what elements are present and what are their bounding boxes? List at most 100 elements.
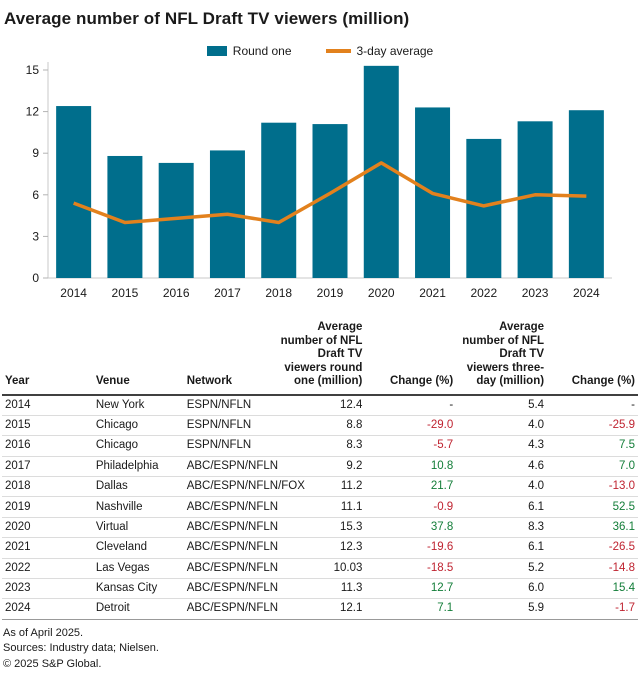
table-cell: -5.7 (365, 435, 457, 457)
bar-2024 (568, 110, 604, 278)
viewers-table: Year Venue Network Average number of NFL Dr… (2, 319, 638, 620)
table-row: 2014 New York ESPN/NFLN 12.4-5.4- (2, 394, 638, 416)
table-cell: Philadelphia (92, 456, 184, 478)
y-tick-label: 15 (26, 63, 40, 77)
x-tick-label: 2020 (368, 286, 395, 300)
table-cell: ABC/ESPN/NFLN (183, 578, 278, 600)
table-cell: 2020 (2, 517, 93, 539)
y-tick-label: 12 (26, 105, 40, 119)
table-cell: 2015 (2, 415, 93, 437)
table-cell: -1.7 (547, 598, 638, 620)
y-tick-label: 3 (32, 229, 39, 243)
table-cell: 2018 (2, 476, 93, 498)
footnote-sources: Sources: Industry data; Nielsen. (3, 642, 159, 655)
three-day-line-swatch-icon (325, 49, 351, 53)
table-cell: -26.5 (547, 537, 638, 559)
legend-label-three-day: 3-day average (356, 44, 434, 58)
table-cell: 8.3 (274, 435, 366, 457)
bar-2018 (261, 122, 297, 278)
table-row: 2023 Kansas City ABC/ESPN/NFLN 11.3 12.7 6.0 1… (2, 578, 638, 600)
table-cell: 15.4 (547, 578, 638, 600)
table-cell: -18.5 (365, 558, 457, 579)
table-cell: ESPN/NFLN (183, 415, 275, 437)
table-cell: Nashville (92, 496, 184, 518)
table-cell: -19.6 (365, 537, 457, 559)
bar-2022 (466, 138, 502, 278)
table-cell: Dallas (92, 476, 184, 498)
table-cell: 2019 (2, 496, 93, 518)
table-cell: -13.0 (547, 476, 638, 498)
column-header: Average number of NFL Draft TV viewers r… (274, 319, 366, 396)
table-cell: 2017 (2, 456, 93, 478)
legend-item-round-one: Round one (206, 44, 292, 58)
table-cell: 52.5 (547, 496, 638, 518)
column-header: Change (%) (365, 319, 457, 396)
bar-2020 (363, 65, 399, 278)
x-tick-label: 2024 (573, 286, 600, 300)
table-cell: ABC/ESPN/NFLN (183, 517, 278, 539)
table-body: 2014 New York ESPN/NFLN 12.4-5.4-2015 Chicag… (2, 394, 638, 620)
table-cell: ABC/ESPN/NFLN (183, 598, 278, 620)
table-cell: 4.0 (456, 415, 548, 437)
table-cell: ABC/ESPN/NFLN (183, 558, 278, 579)
table-cell: 2024 (2, 598, 93, 620)
table-cell: ABC/ESPN/NFLN/FOX (183, 476, 305, 498)
table-cell: 6.1 (456, 537, 548, 559)
table-cell: 2021 (2, 537, 93, 559)
footnote-copyright: © 2025 S&P Global. (3, 657, 102, 670)
table-cell: 12.7 (365, 578, 457, 600)
table-row: 2016 Chicago ESPN/NFLN 8.3 -5.7 4.3 7.5 (2, 435, 638, 457)
table-cell: 5.4 (456, 394, 548, 416)
table-row: 2024 Detroit ABC/ESPN/NFLN 12.1 7.1 5.9 -1.7 (2, 598, 638, 620)
x-tick-label: 2017 (214, 286, 241, 300)
table-cell: 10.8 (365, 456, 457, 478)
table-cell: 6.1 (456, 496, 548, 518)
table-cell: 9.2 (274, 456, 366, 478)
table-cell: ABC/ESPN/NFLN (183, 537, 278, 559)
table-cell: 2014 (2, 394, 93, 416)
table-cell: ABC/ESPN/NFLN (183, 456, 278, 478)
combo-chart: 0 3 6 9 12 15 2014 2015 2016 2017 2018 2019 2020 2021… (0, 60, 640, 315)
table-cell: 36.1 (547, 517, 638, 539)
table-cell: -0.9 (365, 496, 457, 518)
bar-2023 (517, 121, 553, 278)
table-row: 2021 Cleveland ABC/ESPN/NFLN 12.3 -19.6 6.1 -2… (2, 537, 638, 559)
chart-legend: Round one 3-day average (0, 44, 640, 58)
table-cell: New York (92, 394, 184, 416)
three-day-average-line (73, 161, 587, 225)
y-tick-label: 0 (32, 271, 39, 285)
x-tick-label: 2018 (265, 286, 292, 300)
table-cell: 6.0 (456, 578, 548, 600)
table-cell: 10.03 (274, 558, 366, 579)
table-header: Year Venue Network Average number of NFL Dr… (2, 319, 638, 396)
legend-item-three-day: 3-day average (325, 44, 434, 58)
table-cell: Chicago (92, 435, 184, 457)
x-tick-label: 2022 (470, 286, 497, 300)
table-cell: 7.0 (547, 456, 638, 478)
table-cell: 7.5 (547, 435, 638, 457)
table-cell: -29.0 (365, 415, 457, 437)
page-title: Average number of NFL Draft TV viewers (… (4, 9, 410, 28)
table-cell: 7.1 (365, 598, 457, 620)
x-tick-label: 2015 (112, 286, 139, 300)
column-header: Change (%) (547, 319, 638, 396)
table-row: 2018 Dallas ABC/ESPN/NFLN/FOX 11.2 21.7 4.0 -1… (2, 476, 638, 498)
table-cell: 2016 (2, 435, 93, 457)
table-row: 2017 Philadelphia ABC/ESPN/NFLN 9.2 10.8 4.6 7… (2, 456, 638, 478)
y-tick-label: 9 (32, 146, 39, 160)
x-tick-label: 2014 (60, 286, 87, 300)
footnote-as-of: As of April 2025. (3, 626, 84, 639)
table-cell: 11.3 (274, 578, 366, 600)
footnotes: As of April 2025. Sources: Industry data… (3, 626, 637, 673)
table-cell: 12.4 (274, 394, 366, 416)
x-tick-label: 2016 (163, 286, 190, 300)
table-cell: 21.7 (365, 476, 457, 498)
table-cell: 8.3 (456, 517, 548, 539)
table-cell: Detroit (92, 598, 184, 620)
table-cell: - (365, 394, 457, 416)
chart-canvas: 0 3 6 9 12 15 2014 2015 2016 2017 2018 2019 2020 2021… (26, 62, 612, 300)
table-cell: 2023 (2, 578, 93, 600)
table-cell: Las Vegas (92, 558, 184, 579)
table-row: 2020 Virtual ABC/ESPN/NFLN 15.3 37.8 8.3 36.1 (2, 517, 638, 539)
